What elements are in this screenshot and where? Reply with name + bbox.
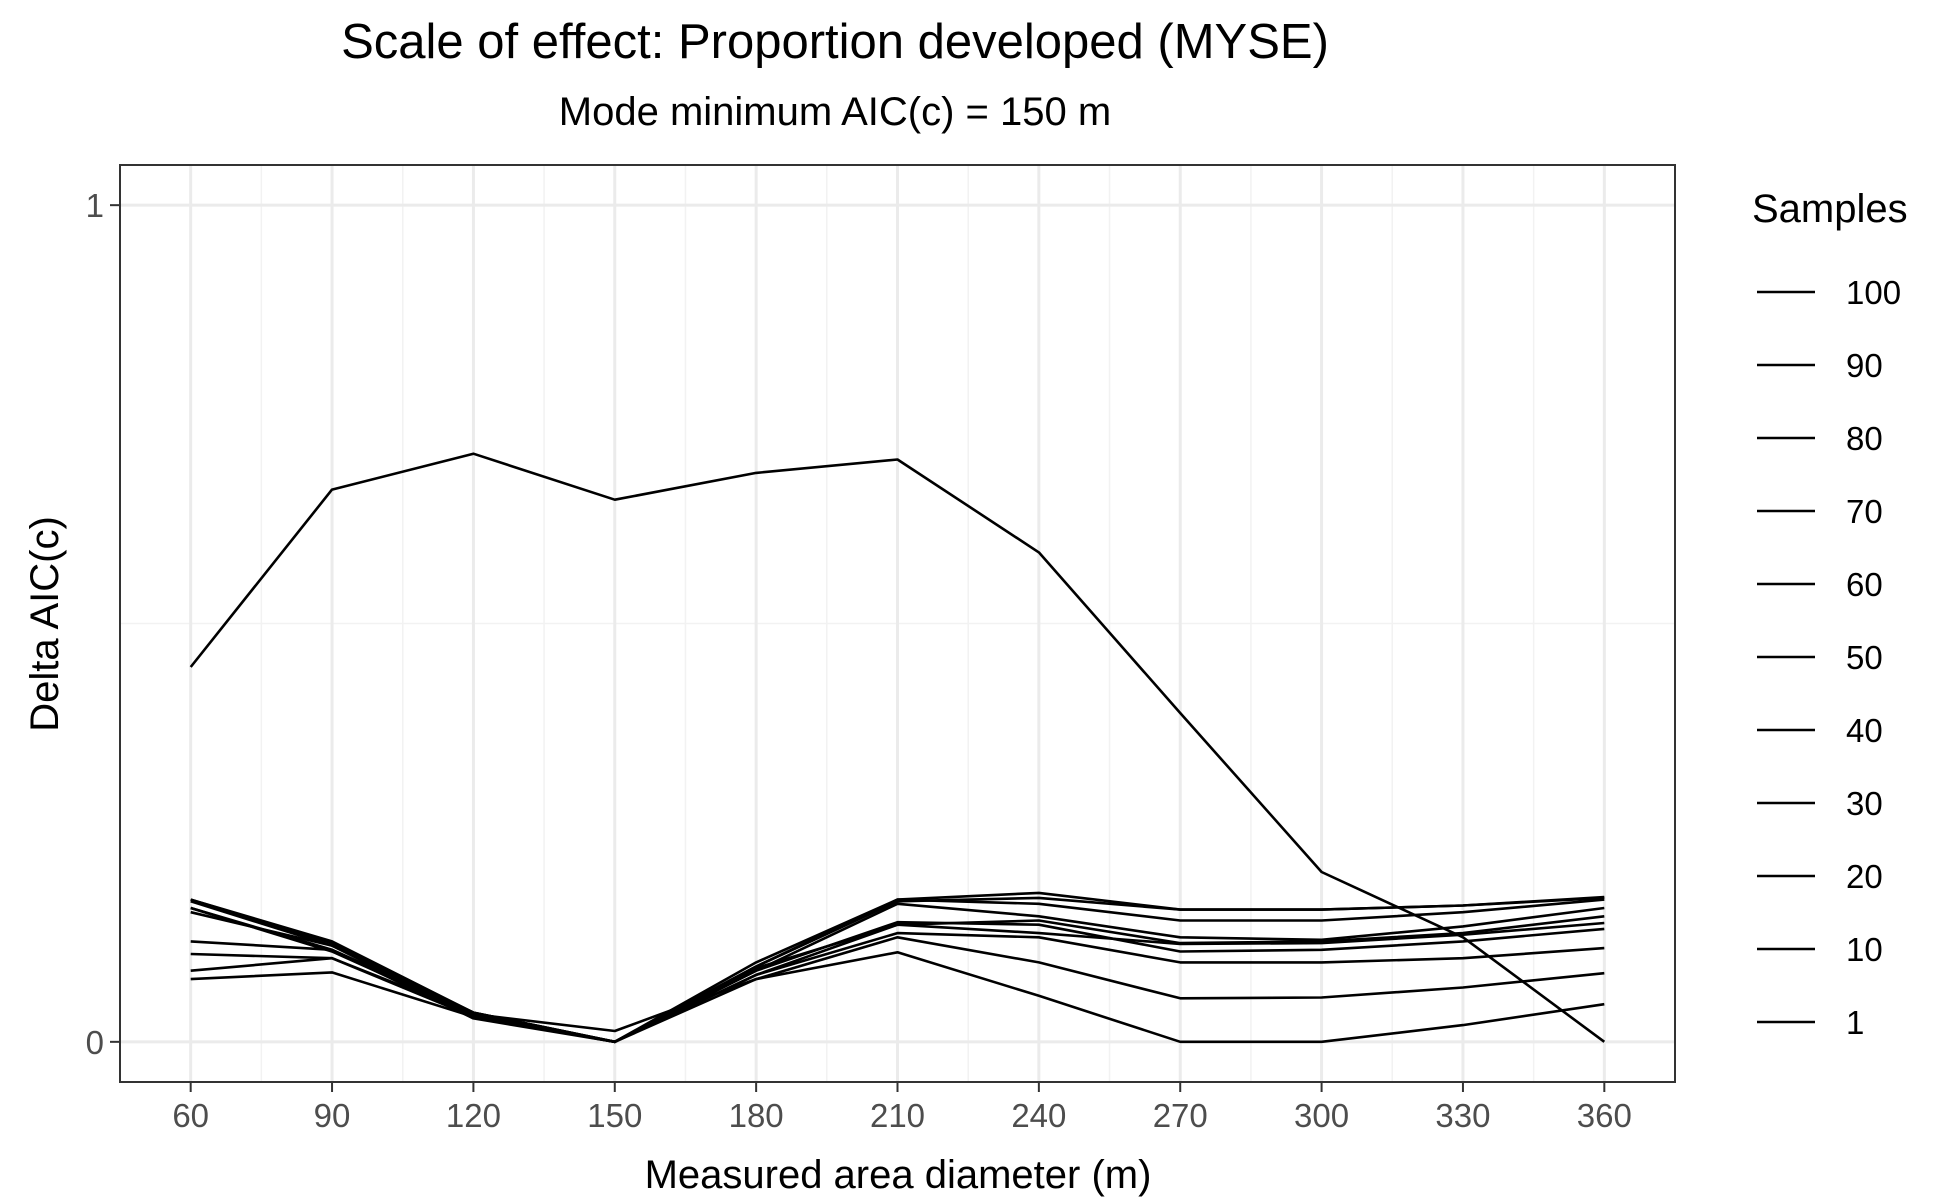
x-tick-label: 300 [1294, 1097, 1349, 1134]
legend-label-70: 70 [1846, 493, 1883, 530]
x-tick-label: 90 [314, 1097, 351, 1134]
series-line-10 [190, 896, 1605, 1044]
x-tick-label: 120 [446, 1097, 501, 1134]
x-tick-label: 330 [1435, 1097, 1490, 1134]
x-tick-label: 360 [1577, 1097, 1632, 1134]
legend-label-40: 40 [1846, 712, 1883, 749]
chart-title: Scale of effect: Proportion developed (M… [341, 15, 1329, 69]
y-tick-label: 1 [86, 187, 104, 224]
y-axis-title: Delta AIC(c) [23, 516, 67, 732]
legend-title: Samples [1752, 187, 1908, 231]
legend-label-50: 50 [1846, 639, 1883, 676]
x-axis-title: Measured area diameter (m) [645, 1153, 1152, 1197]
x-tick-label: 180 [729, 1097, 784, 1134]
series-line-30 [190, 935, 1605, 1033]
y-tick-label: 0 [86, 1024, 104, 1061]
legend-label-20: 20 [1846, 858, 1883, 895]
x-tick-label: 150 [587, 1097, 642, 1134]
x-tick-label: 210 [870, 1097, 925, 1134]
series-line-60 [190, 906, 1605, 1044]
x-tick-label: 60 [172, 1097, 209, 1134]
series-line-20 [190, 950, 1605, 1044]
legend-label-100: 100 [1846, 274, 1901, 311]
x-tick-label: 240 [1011, 1097, 1066, 1134]
legend-label-80: 80 [1846, 420, 1883, 457]
series-line-1 [189, 452, 1606, 1043]
legend-label-90: 90 [1846, 347, 1883, 384]
series-line-40 [190, 931, 1605, 1044]
chart-subtitle: Mode minimum AIC(c) = 150 m [558, 90, 1112, 134]
legend-label-1: 1 [1846, 1004, 1864, 1041]
grid-layer [120, 165, 1675, 1082]
axis-layer: 60 90 120 150 180 210 240 270 300 330 360 0 1 [86, 187, 1632, 1134]
legend-label-30: 30 [1846, 785, 1883, 822]
legend-label-60: 60 [1846, 566, 1883, 603]
x-tick-label: 270 [1153, 1097, 1208, 1134]
legend-label-10: 10 [1846, 931, 1883, 968]
legend: Samples 100 90 80 70 60 50 40 30 20 10 1 [1752, 187, 1908, 1041]
series-layer [189, 452, 1606, 1044]
